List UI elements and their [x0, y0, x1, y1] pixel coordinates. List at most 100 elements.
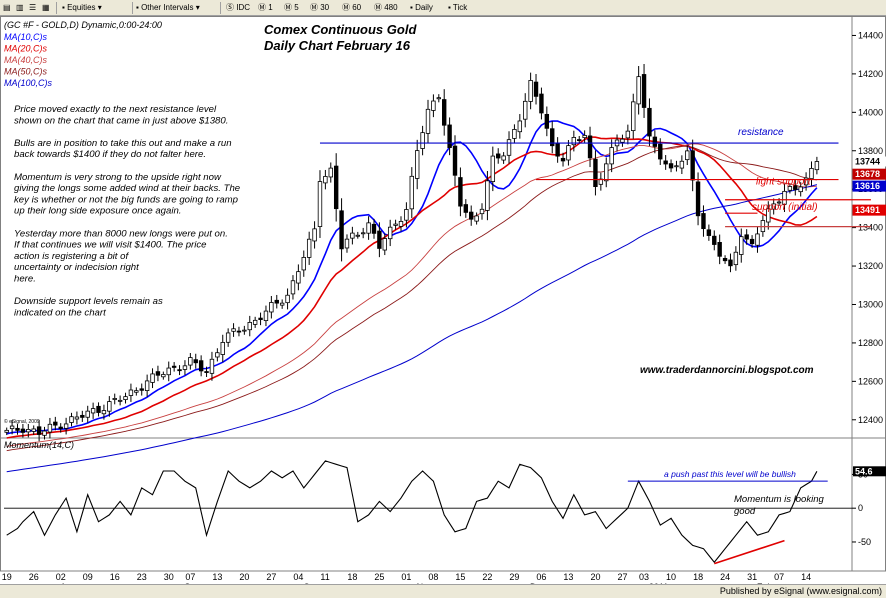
interval-1-button[interactable]: Ⓜ 1: [258, 3, 273, 12]
candle-body: [447, 124, 452, 149]
candlestick: [382, 233, 387, 256]
candle-body: [636, 76, 641, 105]
commentary-line: key is whether or not the big funds are …: [14, 194, 239, 205]
x-tick-label: 11: [320, 572, 329, 582]
candle-body: [409, 175, 414, 210]
candlestick: [674, 160, 679, 172]
chart-icon[interactable]: ▤: [3, 3, 11, 12]
candle-body: [776, 201, 782, 204]
candle-body: [706, 229, 712, 236]
candlestick: [209, 351, 215, 381]
interval-60-button[interactable]: Ⓜ 60: [342, 3, 362, 12]
legend-entry: MA(10,C)s: [4, 32, 48, 42]
x-tick-label: 27: [617, 572, 627, 582]
candle-body: [404, 209, 409, 221]
candle-body: [523, 100, 528, 120]
candle-body: [355, 234, 360, 237]
candlestick: [442, 89, 447, 136]
x-tick-label: 16: [110, 572, 120, 582]
candle-body: [458, 177, 463, 207]
idc-button[interactable]: Ⓢ IDC: [226, 3, 251, 12]
commentary-line: shown on the chart that came in just abo…: [14, 115, 228, 126]
candlestick: [647, 98, 652, 146]
candle-body: [323, 176, 328, 184]
candlestick: [420, 125, 425, 156]
candlestick: [404, 202, 409, 228]
candle-body: [317, 181, 323, 227]
candle-body: [387, 226, 393, 240]
candle-body: [442, 99, 447, 126]
candlestick: [74, 411, 80, 425]
bars-icon[interactable]: ▥: [16, 3, 24, 12]
interval-5-button[interactable]: Ⓜ 5: [284, 3, 299, 12]
candlestick: [290, 275, 296, 300]
candle-body: [20, 428, 26, 433]
list-icon[interactable]: ☰: [29, 3, 37, 12]
x-tick-label: 19: [2, 572, 12, 582]
candlestick: [739, 228, 744, 263]
tick-button[interactable]: ▪ Tick: [448, 3, 468, 12]
candlestick: [53, 416, 58, 431]
commentary-line: back towards $1400 if they do not falter…: [14, 149, 206, 160]
candlestick: [333, 153, 339, 222]
interval-480-button[interactable]: Ⓜ 480: [374, 3, 398, 12]
candle-body: [420, 132, 425, 149]
candlestick: [171, 362, 177, 372]
candlestick: [26, 423, 31, 438]
candlestick: [193, 353, 198, 369]
candle-body: [674, 165, 679, 168]
candle-body: [209, 358, 215, 374]
x-tick-label: 25: [374, 572, 384, 582]
x-tick-label: 13: [563, 572, 573, 582]
footer-text: Published by eSignal (www.esignal.com): [719, 586, 882, 596]
candlestick: [306, 231, 312, 265]
candlestick: [247, 315, 252, 337]
legend-entry: MA(40,C)s: [4, 55, 48, 65]
candle-body: [263, 310, 269, 322]
interval-30-button[interactable]: Ⓜ 30: [310, 3, 330, 12]
price-tick-label: 12600: [858, 376, 883, 386]
candlestick: [652, 130, 658, 154]
x-tick-label: 07: [185, 572, 195, 582]
candle-body: [42, 430, 47, 436]
candlestick: [9, 420, 15, 435]
daily-button[interactable]: ▪ Daily: [410, 3, 433, 12]
price-tick-label: 14000: [858, 107, 883, 117]
candlestick: [371, 218, 377, 239]
grid-icon[interactable]: ▦: [42, 3, 50, 12]
commentary-line: here.: [14, 274, 36, 285]
candlestick: [571, 130, 577, 152]
x-tick-label: 22: [482, 572, 492, 582]
x-tick-label: 14: [801, 572, 811, 582]
ma-100-line: [6, 184, 818, 473]
candlestick: [258, 312, 263, 326]
other-intervals-dropdown[interactable]: ▪ Other Intervals ▾: [136, 3, 200, 12]
price-tick-label: 13000: [858, 299, 883, 309]
candlestick: [242, 325, 247, 335]
momentum-tick-label: -50: [858, 537, 871, 547]
price-tag-label: 13678: [855, 169, 880, 179]
commentary-line: giving the longs some added wind at thei…: [14, 183, 240, 194]
candlestick: [663, 155, 668, 170]
candle-body: [182, 365, 188, 370]
candlestick: [436, 94, 442, 103]
commentary-line: up their long side exposure once again.: [14, 206, 181, 217]
candle-body: [382, 238, 387, 251]
candle-body: [220, 342, 225, 355]
candle-body: [463, 204, 469, 213]
candle-body: [766, 208, 771, 223]
candlestick: [555, 137, 560, 163]
copyright-label: © eSignal, 2009: [4, 418, 40, 425]
candle-body: [517, 120, 523, 133]
equities-dropdown[interactable]: ▪ Equities ▾: [62, 3, 102, 12]
candle-body: [161, 374, 166, 378]
candlestick: [566, 140, 571, 166]
candle-body: [247, 322, 252, 331]
candle-body: [566, 145, 571, 161]
candle-body: [544, 113, 550, 129]
candlestick: [717, 234, 722, 265]
candlestick: [123, 392, 128, 404]
candle-body: [798, 186, 803, 193]
candlestick: [360, 227, 366, 239]
candle-body: [290, 280, 296, 295]
